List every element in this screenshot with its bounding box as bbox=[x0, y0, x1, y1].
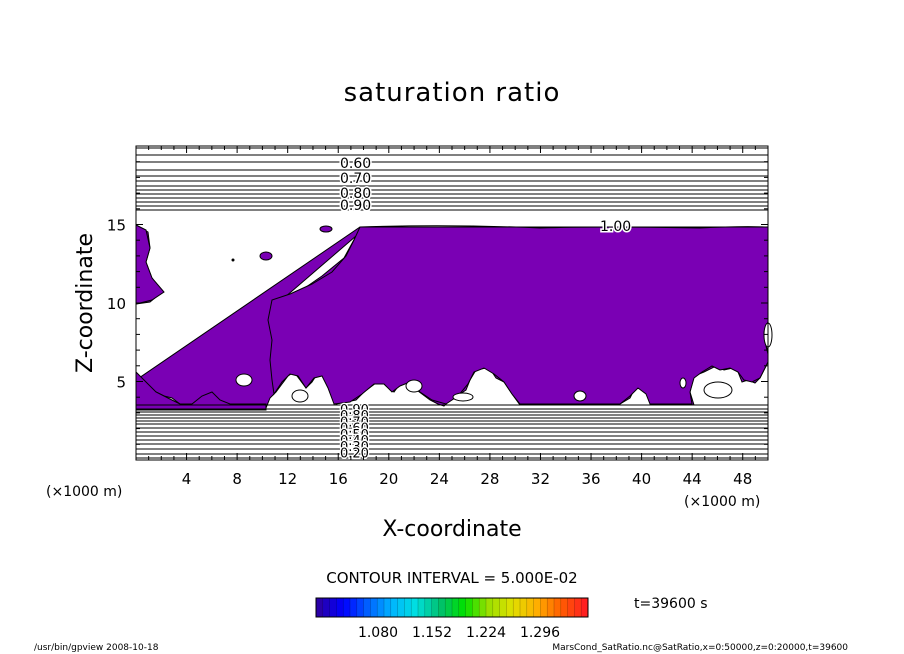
colorbar-cell bbox=[390, 598, 399, 617]
colorbar-cell bbox=[560, 598, 569, 617]
upper-contour-labels: 0.600.700.800.90 bbox=[339, 155, 373, 216]
colorbar-cell bbox=[370, 598, 378, 617]
y-axis-label: Z-coordinate bbox=[73, 233, 98, 373]
contour-label: 0.70 bbox=[340, 171, 371, 187]
x-tick-label: 28 bbox=[480, 470, 499, 488]
y-tick-label: 10 bbox=[107, 295, 126, 313]
time-label: t=39600 s bbox=[634, 596, 708, 612]
chart-title: saturation ratio bbox=[344, 78, 561, 108]
colorbar-cell bbox=[343, 598, 351, 617]
colorbar-cell bbox=[581, 598, 589, 617]
x-unit-right: (×1000 m) bbox=[684, 494, 760, 510]
contour-label: 0.20 bbox=[340, 446, 369, 461]
colorbar-cell bbox=[554, 598, 562, 617]
colorbar-cell bbox=[322, 598, 331, 617]
colorbar-cell bbox=[533, 598, 541, 617]
x-tick-label: 48 bbox=[733, 470, 752, 488]
colorbar-cell bbox=[520, 598, 528, 617]
colorbar-cell bbox=[458, 598, 467, 617]
colorbar-cell bbox=[404, 598, 412, 617]
colorbar-cell bbox=[506, 598, 514, 617]
colorbar-frame bbox=[315, 597, 589, 618]
colorbar-cell bbox=[574, 598, 582, 617]
colorbar bbox=[315, 598, 589, 617]
upper-contour-lines bbox=[136, 147, 768, 211]
colorbar-cell bbox=[424, 598, 433, 617]
colorbar-tick-labels: 1.080 1.152 1.224 1.296 bbox=[358, 625, 560, 641]
colorbar-cell bbox=[384, 598, 392, 617]
x-tick-label: 12 bbox=[278, 470, 297, 488]
contour-interval: CONTOUR INTERVAL = 5.000E-02 bbox=[326, 569, 577, 587]
colorbar-cell bbox=[418, 598, 426, 617]
y-tick-label: 15 bbox=[107, 217, 126, 235]
colorbar-cell bbox=[350, 598, 358, 617]
plot-area: 0.600.700.800.90 1.00 0.900.800.700.600.… bbox=[135, 145, 773, 463]
colorbar-cell bbox=[336, 598, 344, 617]
colorbar-cell bbox=[526, 598, 535, 617]
colorbar-cell bbox=[445, 598, 453, 617]
colorbar-cell bbox=[479, 598, 487, 617]
colorbar-cell bbox=[540, 598, 548, 617]
contour-label: 0.60 bbox=[340, 156, 371, 172]
colorbar-cell bbox=[486, 598, 494, 617]
colorbar-cell bbox=[411, 598, 419, 617]
colorbar-cell bbox=[547, 598, 555, 617]
colorbar-tick-label: 1.224 bbox=[466, 625, 506, 641]
contour-label: 0.80 bbox=[340, 186, 371, 202]
contour-label: 0.30 bbox=[340, 440, 369, 455]
colorbar-cell bbox=[513, 598, 521, 617]
lower-contour-labels: 0.900.800.700.600.500.400.300.20 bbox=[339, 402, 370, 463]
colorbar-cell bbox=[452, 598, 460, 617]
colorbar-cell bbox=[363, 598, 371, 617]
x-unit-left: (×1000 m) bbox=[46, 484, 122, 500]
colorbar-cell bbox=[356, 598, 365, 617]
small-blob bbox=[259, 251, 273, 261]
contour-label: 0.60 bbox=[340, 422, 369, 437]
y-tick-label: 5 bbox=[116, 374, 126, 392]
contour-label: 0.50 bbox=[340, 428, 369, 443]
colorbar-cell bbox=[431, 598, 439, 617]
x-tick-label: 44 bbox=[683, 470, 702, 488]
y-axis-ticks: 5 10 15 bbox=[107, 161, 768, 445]
lower-contour-lines bbox=[136, 404, 768, 459]
colorbar-tick-label: 1.296 bbox=[520, 625, 560, 641]
footer-right: MarsCond_SatRatio.nc@SatRatio,x=0:50000,… bbox=[552, 643, 848, 653]
x-tick-label: 16 bbox=[329, 470, 348, 488]
x-tick-label: 40 bbox=[632, 470, 651, 488]
x-tick-label: 8 bbox=[232, 470, 242, 488]
contour-label: 0.90 bbox=[340, 198, 371, 214]
x-axis-ticks: 4 8 12 16 20 24 28 32 36 40 44 48 bbox=[148, 146, 756, 488]
footer-left: /usr/bin/gpview 2008-10-18 bbox=[34, 643, 159, 653]
colorbar-tick-label: 1.080 bbox=[358, 625, 398, 641]
colorbar-cell bbox=[329, 598, 337, 617]
x-tick-label: 32 bbox=[531, 470, 550, 488]
colorbar-cell bbox=[397, 598, 405, 617]
small-blob bbox=[319, 225, 333, 233]
colorbar-cell bbox=[465, 598, 473, 617]
colorbar-cell bbox=[438, 598, 446, 617]
white-holes bbox=[235, 322, 773, 403]
colorbar-cell bbox=[472, 598, 480, 617]
x-tick-label: 24 bbox=[430, 470, 449, 488]
x-axis-label: X-coordinate bbox=[382, 517, 521, 542]
contour-label: 0.80 bbox=[340, 409, 369, 424]
colorbar-cell bbox=[316, 598, 324, 617]
colorbar-cell bbox=[492, 598, 501, 617]
x-tick-label: 36 bbox=[581, 470, 600, 488]
small-blob bbox=[231, 258, 235, 262]
x-tick-label: 20 bbox=[379, 470, 398, 488]
colorbar-cell bbox=[567, 598, 575, 617]
contour-label: 0.90 bbox=[340, 403, 369, 418]
contour-line-1-00 bbox=[359, 225, 769, 229]
colorbar-cell bbox=[499, 598, 507, 617]
contour-label-mid: 1.00 bbox=[600, 219, 631, 235]
contour-label: 0.70 bbox=[340, 415, 369, 430]
colorbar-cell bbox=[377, 598, 385, 617]
colorbar-tick-label: 1.152 bbox=[412, 625, 452, 641]
x-tick-label: 4 bbox=[182, 470, 192, 488]
contour-label: 0.40 bbox=[340, 434, 369, 449]
